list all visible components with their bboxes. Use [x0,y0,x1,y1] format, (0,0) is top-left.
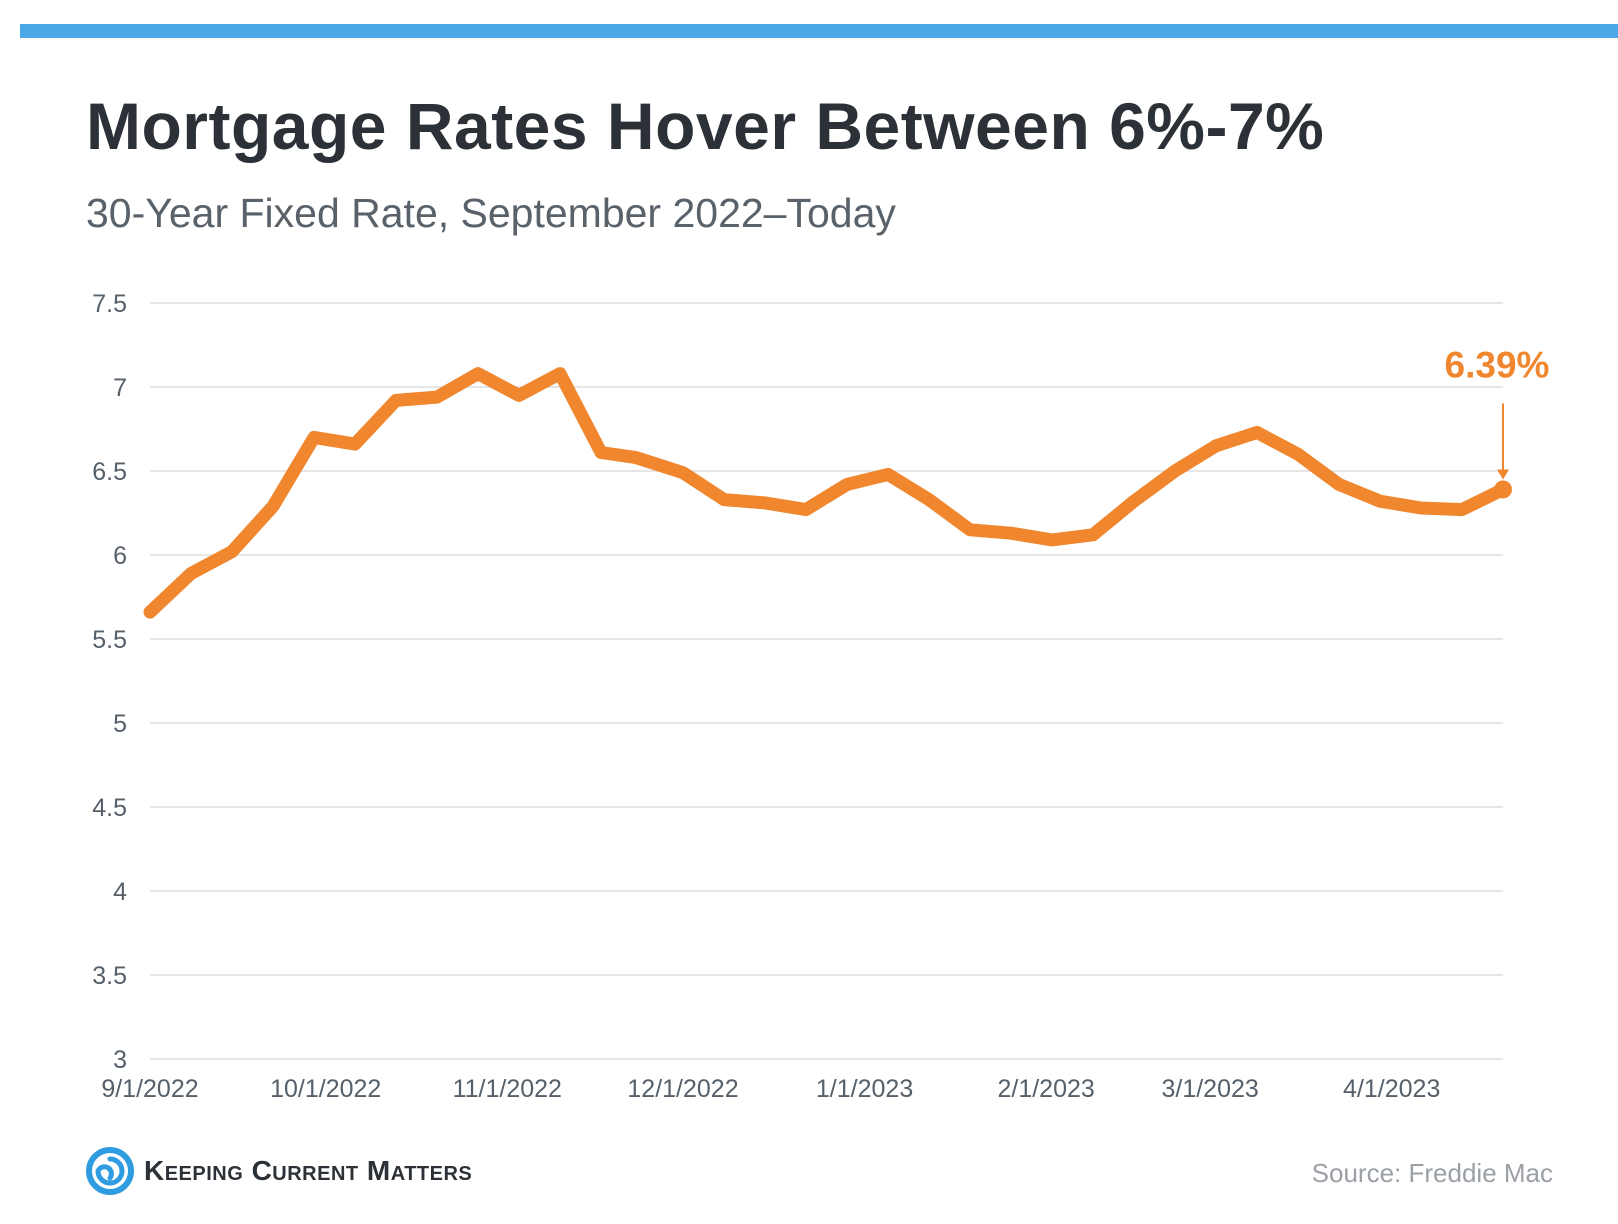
y-tick-label: 3 [113,1046,127,1074]
x-tick-label: 10/1/2022 [270,1075,381,1103]
y-tick-label: 6 [113,542,127,570]
top-accent-bar [20,24,1618,38]
annotation-label: 6.39% [1445,344,1550,385]
y-tick-label: 6.5 [92,458,127,486]
source-note: Source: Freddie Mac [1311,1158,1553,1188]
annotation-layer: 6.39% [1445,344,1550,499]
x-tick-label: 3/1/2023 [1161,1075,1258,1103]
x-tick-label: 2/1/2023 [997,1075,1094,1103]
y-tick-label: 4.5 [92,794,127,822]
annotation-arrow-head [1497,469,1509,480]
logo-text: Keeping Current Matters [144,1155,473,1186]
gridlines [150,302,1503,1060]
y-tick-label: 5 [113,710,127,738]
x-axis-ticks: 9/1/2022 10/1/2022 11/1/2022 12/1/2022 1/1/2… [101,1075,1440,1103]
y-tick-label: 5.5 [92,626,127,654]
y-tick-label: 3.5 [92,962,127,990]
rate-series-line [143,367,1510,619]
last-point-marker [1494,480,1512,499]
chart-subtitle: 30-Year Fixed Rate, September 2022–Today [86,190,896,236]
y-tick-label: 7.5 [92,290,127,318]
x-tick-label: 4/1/2023 [1343,1075,1440,1103]
y-tick-label: 4 [113,878,127,906]
series-layer [143,367,1510,619]
x-tick-label: 1/1/2023 [816,1075,913,1103]
y-tick-label: 7 [113,374,127,402]
swirl-logo-icon [86,1147,134,1195]
y-axis-ticks: 3 3.5 4 4.5 5 5.5 6 6.5 7 7.5 [92,290,127,1074]
x-tick-label: 9/1/2022 [101,1075,198,1103]
x-tick-label: 11/1/2022 [453,1075,562,1103]
x-tick-label: 12/1/2022 [627,1075,738,1103]
kcm-logo: Keeping Current Matters [86,1146,472,1196]
chart-title: Mortgage Rates Hover Between 6%-7% [86,89,1325,163]
